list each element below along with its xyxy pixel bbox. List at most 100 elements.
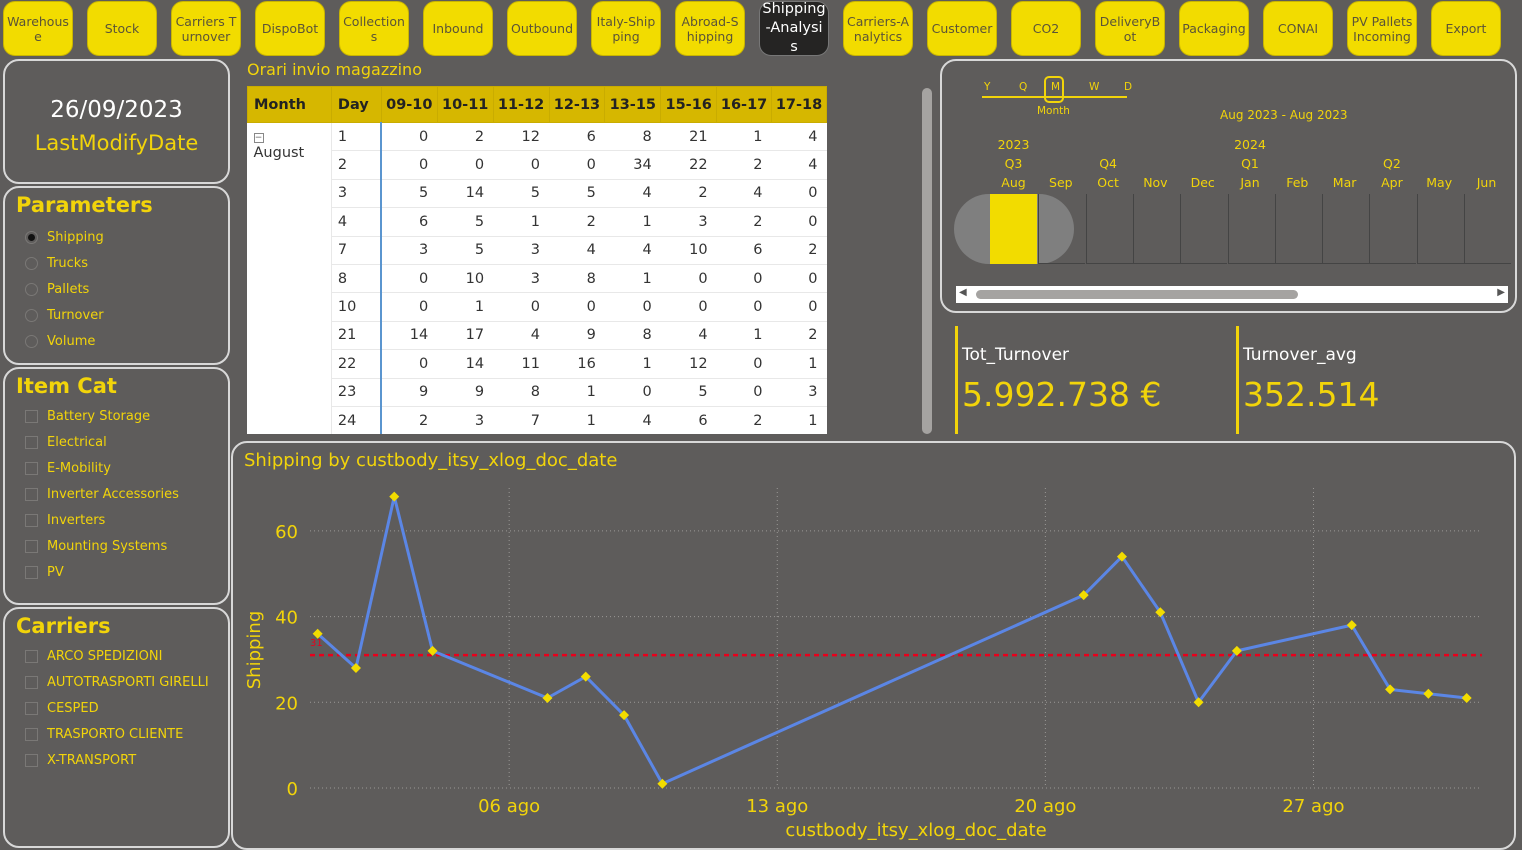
scroll-thumb[interactable]: [976, 290, 1298, 299]
scroll-left-icon[interactable]: ◀: [959, 287, 967, 298]
timeline-cell[interactable]: [1369, 194, 1417, 264]
nav-button-abroad-shipping[interactable]: Abroad-Shipping: [675, 1, 745, 56]
nav-button-export[interactable]: Export: [1431, 1, 1501, 56]
nav-button-conai[interactable]: CONAI: [1263, 1, 1333, 56]
level-m[interactable]: M: [1051, 81, 1061, 93]
timeline-scrollbar[interactable]: ◀ ▶: [956, 286, 1508, 303]
column-header[interactable]: 17-18: [771, 86, 827, 123]
checkbox-icon[interactable]: [25, 487, 38, 501]
nav-button-pv-pallets-incoming[interactable]: PV Pallets Incoming: [1347, 1, 1417, 56]
carrier-option[interactable]: AUTOTRASPORTI GIRELLI: [25, 669, 228, 695]
value-cell: 4: [604, 179, 661, 209]
month-label: Jun: [1476, 175, 1497, 190]
nav-button-shipping-analysis[interactable]: Shipping-Analysis: [759, 1, 829, 56]
timeline-cell[interactable]: [1085, 194, 1133, 264]
value-cell: 3: [493, 236, 549, 265]
parameter-option[interactable]: Volume: [25, 328, 228, 354]
checkbox-icon[interactable]: [25, 513, 38, 527]
parameter-option[interactable]: Pallets: [25, 276, 228, 302]
column-header[interactable]: 10-11: [436, 86, 494, 123]
radio-icon[interactable]: [25, 256, 38, 270]
nav-button-stock[interactable]: Stock: [87, 1, 157, 56]
nav-button-carriers-analytics[interactable]: Carriers-Analytics: [843, 1, 913, 56]
nav-button-warehouse[interactable]: Warehouse: [3, 1, 73, 56]
column-header[interactable]: 09-10: [380, 86, 438, 123]
radio-icon[interactable]: [25, 282, 38, 296]
item-cat-label: Battery Storage: [47, 408, 151, 424]
carrier-option[interactable]: TRASPORTO CLIENTE: [25, 721, 228, 747]
nav-button-carriers-turnover[interactable]: Carriers Turnover: [171, 1, 241, 56]
level-selected-box[interactable]: [1044, 76, 1064, 103]
timeline-cell[interactable]: [1416, 194, 1464, 264]
column-header[interactable]: Day: [330, 86, 382, 123]
table-row: −August 1 0 2 12 6 8 21 1 4: [248, 122, 827, 161]
scroll-right-icon[interactable]: ▶: [1497, 287, 1505, 298]
data-point: [657, 778, 668, 789]
nav-button-deliverybot[interactable]: DeliveryBot: [1095, 1, 1165, 56]
nav-button-outbound[interactable]: Outbound: [507, 1, 577, 56]
timeline-cell[interactable]: [1132, 194, 1180, 264]
parameter-option[interactable]: Shipping: [25, 224, 228, 250]
level-y[interactable]: Y: [984, 81, 991, 93]
nav-button-co2[interactable]: CO2: [1011, 1, 1081, 56]
item-cat-option[interactable]: PV: [25, 559, 228, 585]
level-w[interactable]: W: [1089, 81, 1100, 93]
nav-button-customer[interactable]: Customer: [927, 1, 997, 56]
radio-icon[interactable]: [25, 308, 38, 322]
checkbox-icon[interactable]: [25, 701, 38, 715]
timeline-cell[interactable]: [1274, 194, 1322, 264]
column-header[interactable]: Month: [247, 86, 332, 123]
value-cell: 5: [437, 207, 494, 237]
parameter-option[interactable]: Trucks: [25, 250, 228, 276]
level-d[interactable]: D: [1124, 81, 1133, 93]
quarter-label: Q4: [1099, 156, 1117, 171]
checkbox-icon[interactable]: [25, 753, 38, 767]
checkbox-icon[interactable]: [25, 435, 38, 449]
timeline-cell[interactable]: [1180, 194, 1228, 264]
parameter-label: Trucks: [47, 255, 89, 271]
checkbox-icon[interactable]: [25, 461, 38, 475]
checkbox-icon[interactable]: [25, 409, 38, 423]
item-cat-option[interactable]: Inverters: [25, 507, 228, 533]
timeline-cell[interactable]: [1464, 194, 1511, 264]
item-cat-option[interactable]: Inverter Accessories: [25, 481, 228, 507]
item-cat-option[interactable]: Electrical: [25, 429, 228, 455]
column-header[interactable]: 16-17: [716, 86, 773, 123]
item-cat-option[interactable]: Mounting Systems: [25, 533, 228, 559]
timeline-cell[interactable]: [1322, 194, 1370, 264]
level-q[interactable]: Q: [1019, 81, 1028, 93]
item-cat-option[interactable]: E-Mobility: [25, 455, 228, 481]
value-cell: 3: [771, 378, 827, 407]
carrier-option[interactable]: CESPED: [25, 695, 228, 721]
column-header[interactable]: 12-13: [548, 86, 606, 123]
checkbox-icon[interactable]: [25, 539, 38, 553]
value-cell: 2: [437, 122, 494, 152]
parameter-option[interactable]: Turnover: [25, 302, 228, 328]
checkbox-icon[interactable]: [25, 565, 38, 579]
nav-button-collections[interactable]: Collections: [339, 1, 409, 56]
timeline-selected-month[interactable]: [990, 194, 1037, 264]
carrier-option[interactable]: X-TRANSPORT: [25, 747, 228, 773]
radio-icon[interactable]: [25, 230, 38, 244]
checkbox-icon[interactable]: [25, 649, 38, 663]
timeline-cell[interactable]: [1038, 194, 1086, 264]
column-header[interactable]: 15-16: [660, 86, 718, 123]
table-scrollbar[interactable]: [922, 88, 932, 434]
nav-button-dispobot[interactable]: DispoBot: [255, 1, 325, 56]
value-cell: 8: [604, 122, 661, 152]
collapse-icon[interactable]: −: [253, 133, 264, 143]
checkbox-icon[interactable]: [25, 727, 38, 741]
x-tick-label: 06 ago: [478, 796, 540, 817]
checkbox-icon[interactable]: [25, 675, 38, 689]
radio-icon[interactable]: [25, 334, 38, 348]
y-tick-label: 0: [287, 779, 298, 800]
timeline-cell[interactable]: [1227, 194, 1275, 264]
nav-button-packaging[interactable]: Packaging: [1179, 1, 1249, 56]
column-header[interactable]: 11-12: [492, 86, 550, 123]
carrier-option[interactable]: ARCO SPEDIZIONI: [25, 643, 228, 669]
item-cat-option[interactable]: Battery Storage: [25, 403, 228, 429]
nav-button-italy-shipping[interactable]: Italy-Shipping: [591, 1, 661, 56]
column-header[interactable]: 13-15: [604, 86, 662, 123]
nav-button-inbound[interactable]: Inbound: [423, 1, 493, 56]
kpi-label: Tot_Turnover: [962, 345, 1070, 365]
